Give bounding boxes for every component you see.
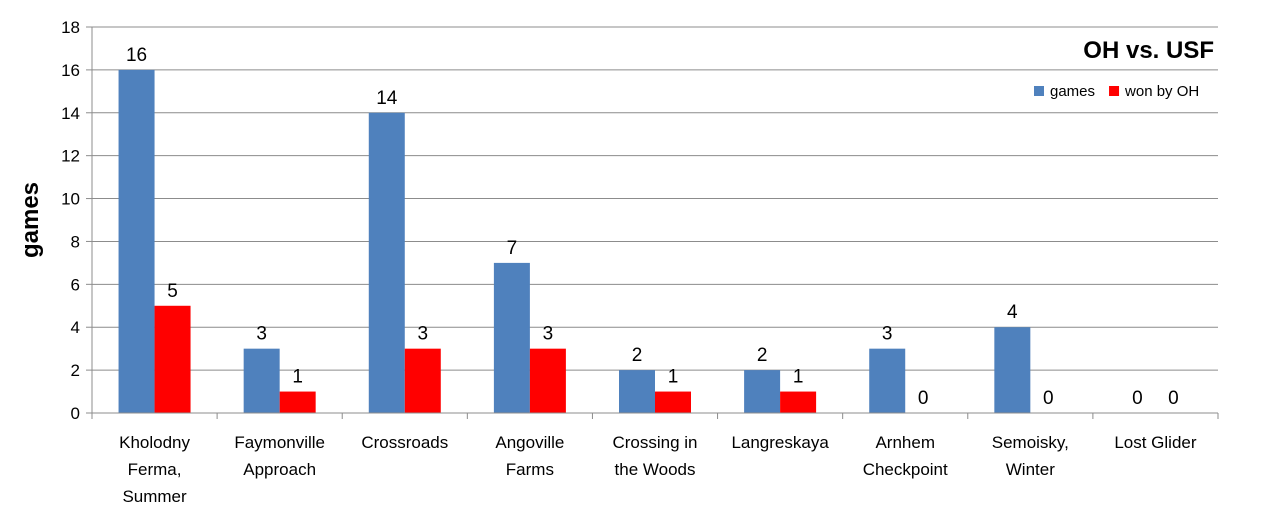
bar-games xyxy=(869,348,906,413)
legend-swatch xyxy=(1109,86,1120,96)
bar-games xyxy=(994,327,1031,413)
x-tick-label-line: Angoville xyxy=(495,433,564,452)
x-tick-label-line: Checkpoint xyxy=(863,460,948,479)
y-tick-label: 0 xyxy=(71,404,80,423)
y-tick-label: 16 xyxy=(61,61,80,80)
bar-won-by-oh xyxy=(404,348,441,413)
x-tick-label-line: Winter xyxy=(1006,460,1055,479)
legend-label: games xyxy=(1050,83,1095,100)
data-label: 2 xyxy=(632,345,643,366)
y-tick-label: 8 xyxy=(71,232,80,251)
data-label: 14 xyxy=(376,88,398,109)
x-tick-label: Crossroads xyxy=(361,433,448,452)
data-label: 16 xyxy=(126,45,147,66)
data-label: 0 xyxy=(918,388,929,409)
x-tick-label: Arnhem Checkpoint xyxy=(863,433,948,479)
x-tick-label-line: Semoisky, xyxy=(992,433,1069,452)
legend: games won by OH xyxy=(1034,83,1199,100)
data-label: 1 xyxy=(292,367,303,388)
bars xyxy=(118,69,1031,414)
bar-games xyxy=(493,262,530,413)
bar-games xyxy=(368,112,405,414)
x-tick-label: Kholodny Ferma, Summer xyxy=(119,433,190,506)
x-tick-label-line: Faymonville xyxy=(234,433,325,452)
data-label: 1 xyxy=(793,367,804,388)
data-label: 3 xyxy=(543,324,554,345)
chart-title: OH vs. USF xyxy=(1083,37,1214,64)
x-tick-label-line: Ferma, xyxy=(128,460,182,479)
x-tick-label: Angoville Farms xyxy=(495,433,564,479)
bar-won-by-oh xyxy=(780,391,817,413)
x-tick-label: Langreskaya xyxy=(731,433,829,452)
x-tick-label: Faymonville Approach xyxy=(234,433,325,479)
x-tick-label-line: Crossing in xyxy=(612,433,697,452)
data-label: 2 xyxy=(757,345,768,366)
data-label: 0 xyxy=(1132,388,1143,409)
bar-won-by-oh xyxy=(529,348,566,413)
y-tick-label: 18 xyxy=(61,18,80,37)
data-label: 1 xyxy=(668,367,679,388)
x-tick-label: Lost Glider xyxy=(1114,433,1197,452)
y-axis-title: games xyxy=(17,182,44,258)
x-tick-label-line: Summer xyxy=(122,487,187,506)
y-tick-label: 6 xyxy=(71,275,80,294)
bar-won-by-oh xyxy=(279,391,316,413)
bar-games xyxy=(619,370,655,413)
x-tick-label-line: Crossroads xyxy=(361,433,448,452)
legend-label: won by OH xyxy=(1124,83,1199,100)
bar-won-by-oh xyxy=(655,391,691,413)
data-label: 3 xyxy=(256,324,267,345)
x-tick-label-line: Kholodny xyxy=(119,433,190,452)
y-tick-label: 10 xyxy=(61,190,80,209)
data-label: 0 xyxy=(1168,388,1179,409)
bar-games xyxy=(744,370,781,413)
data-label: 7 xyxy=(507,238,518,259)
bar-won-by-oh xyxy=(154,305,191,413)
x-tick-label-line: Langreskaya xyxy=(731,433,829,452)
bar-games xyxy=(243,348,280,413)
x-tick-label-line: Farms xyxy=(506,460,554,479)
x-axis-labels: Kholodny Ferma, Summer Faymonville Approach C… xyxy=(91,413,1219,506)
bar-games xyxy=(118,69,155,413)
x-tick-label: Crossing in the Woods xyxy=(612,433,697,479)
x-tick-label-line: the Woods xyxy=(615,460,696,479)
data-label: 0 xyxy=(1043,388,1054,409)
data-label: 5 xyxy=(167,281,178,302)
x-tick-label: Semoisky, Winter xyxy=(992,433,1069,479)
y-tick-label: 14 xyxy=(61,104,80,123)
x-tick-label-line: Approach xyxy=(243,460,316,479)
data-label: 4 xyxy=(1007,302,1018,323)
x-tick-label-line: Arnhem xyxy=(875,433,935,452)
y-tick-label: 4 xyxy=(71,318,80,337)
x-tick-label-line: Lost Glider xyxy=(1114,433,1197,452)
y-tick-label: 2 xyxy=(71,361,80,380)
data-label: 3 xyxy=(417,324,428,345)
legend-swatch xyxy=(1034,86,1044,96)
gridlines xyxy=(92,26,1218,371)
y-axis-ticks: 0 2 4 6 8 10 12 14 16 18 xyxy=(61,18,92,423)
y-tick-label: 12 xyxy=(61,147,80,166)
data-label: 3 xyxy=(882,324,893,345)
data-labels: 16 5 3 1 14 3 7 3 2 1 2 1 3 0 4 0 0 0 xyxy=(126,45,1179,409)
